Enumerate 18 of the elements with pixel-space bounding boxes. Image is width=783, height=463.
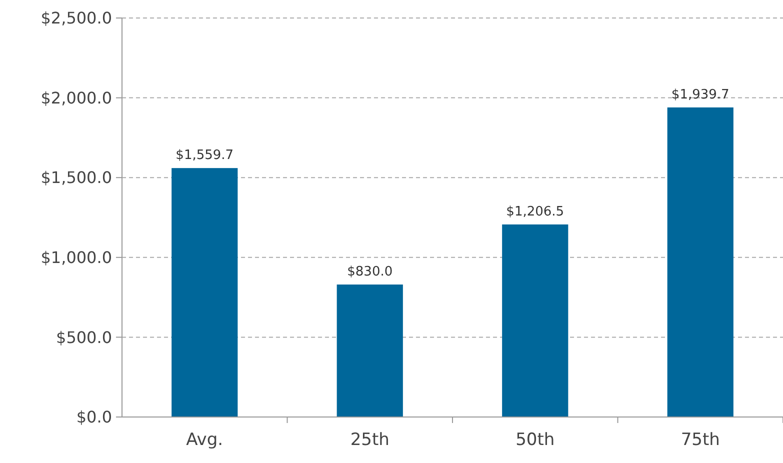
bar (502, 224, 568, 417)
y-tick-label: $2,500.0 (40, 8, 112, 28)
y-tick-label: $1,000.0 (40, 248, 112, 267)
x-tick-label: Avg. (186, 430, 224, 450)
bar (336, 284, 403, 417)
data-label: $1,939.7 (671, 87, 730, 102)
data-label: $1,559.7 (176, 148, 234, 164)
data-label: $1,206.5 (506, 204, 564, 220)
bar (667, 107, 734, 417)
x-tick-label: 25th (350, 430, 390, 450)
bar (172, 168, 238, 417)
x-tick-label: 50th (516, 430, 555, 450)
y-tick-label: $0.0 (76, 408, 112, 427)
x-tick-label: 75th (680, 430, 720, 450)
y-tick-label: $1,500.0 (40, 168, 112, 188)
y-tick-label: $2,000.0 (40, 88, 112, 108)
y-tick-label: $500.0 (56, 328, 112, 347)
data-label: $830.0 (347, 264, 393, 280)
